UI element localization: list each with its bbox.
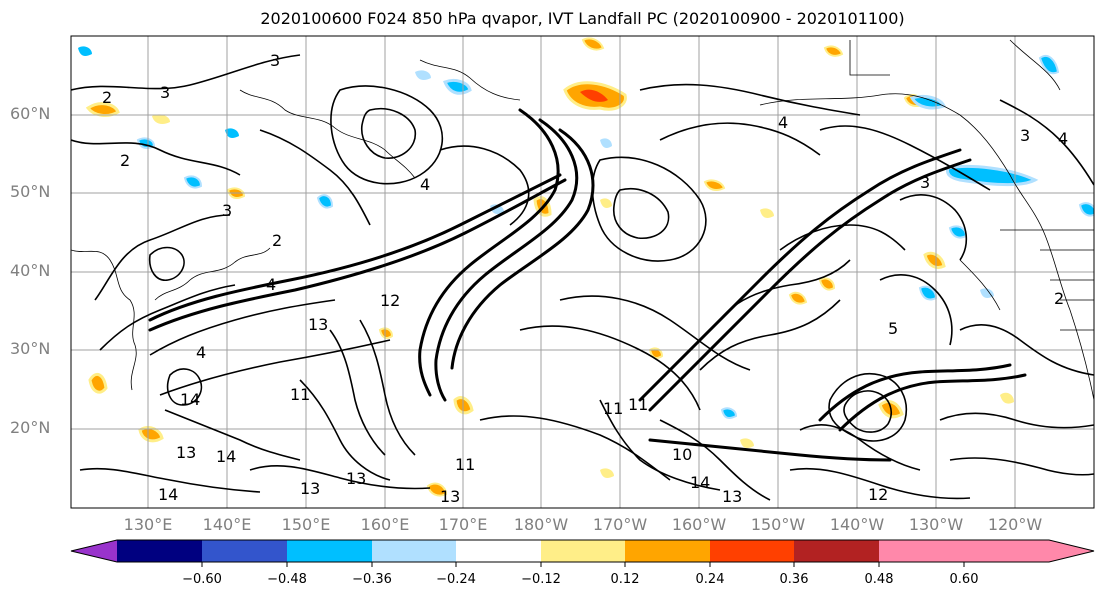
contour-label: 2 bbox=[120, 151, 130, 170]
contour-label: 2 bbox=[1054, 289, 1064, 308]
colorbar-tick-label: 0.60 bbox=[949, 572, 979, 587]
map-panel: 2 3 2 3 4 3 2 4 4 13 12 14 13 11 14 13 1… bbox=[71, 36, 1094, 508]
colorbar-outline bbox=[70, 539, 1095, 563]
contour-label: 4 bbox=[1058, 129, 1068, 148]
contour-label: 11 bbox=[603, 399, 623, 418]
lon-label-130e: 130°E bbox=[123, 515, 173, 534]
colorbar-segment bbox=[287, 540, 372, 562]
contour-label: 14 bbox=[158, 485, 178, 504]
colorbar-segment bbox=[456, 540, 541, 562]
lon-label-160e: 160°E bbox=[360, 515, 410, 534]
colorbar-segment bbox=[202, 540, 287, 562]
contour-label: 10 bbox=[672, 445, 692, 464]
contour-label: 3 bbox=[160, 83, 170, 102]
colorbar-tick-label: 0.24 bbox=[695, 572, 725, 587]
colorbar-tick-label: −0.60 bbox=[182, 572, 222, 587]
contour-label: 3 bbox=[270, 51, 280, 70]
contour-label: 13 bbox=[346, 469, 366, 488]
contour-label: 12 bbox=[868, 485, 888, 504]
lon-label-180w: 180°W bbox=[513, 515, 569, 534]
contour-label: 4 bbox=[778, 113, 788, 132]
colorbar-tick-label: 0.12 bbox=[610, 572, 640, 587]
lat-label-20n: 20°N bbox=[10, 418, 51, 437]
contour-label: 13 bbox=[440, 487, 460, 506]
colorbar-tick-label: −0.12 bbox=[521, 572, 561, 587]
contour-label: 11 bbox=[455, 455, 475, 474]
lat-label-30n: 30°N bbox=[10, 339, 51, 358]
colorbar-tick-label: −0.36 bbox=[352, 572, 392, 587]
contour-label: 12 bbox=[380, 291, 400, 310]
lat-label-60n: 60°N bbox=[10, 104, 51, 123]
colorbar-tick-label: 0.36 bbox=[779, 572, 809, 587]
colorbar-segment bbox=[710, 540, 794, 562]
colorbar-tick-label: 0.48 bbox=[864, 572, 894, 587]
colorbar-segment bbox=[794, 540, 879, 562]
map-frame bbox=[70, 35, 1095, 509]
lat-label-40n: 40°N bbox=[10, 261, 51, 280]
contour-label: 11 bbox=[628, 395, 648, 414]
colorbar bbox=[70, 539, 1095, 567]
page-title: 2020100600 F024 850 hPa qvapor, IVT Land… bbox=[260, 9, 905, 28]
contour-label: 4 bbox=[196, 343, 206, 362]
contour-label: 13 bbox=[308, 315, 328, 334]
contour-label: 13 bbox=[722, 487, 742, 506]
contour-label: 14 bbox=[216, 447, 236, 466]
colorbar-tick-label: −0.24 bbox=[436, 572, 476, 587]
lon-label-170e: 170°E bbox=[438, 515, 488, 534]
colorbar-segment bbox=[879, 540, 1094, 562]
colorbar-tick-label: −0.48 bbox=[267, 572, 307, 587]
lat-label-50n: 50°N bbox=[10, 182, 51, 201]
lon-label-150e: 150°E bbox=[281, 515, 331, 534]
contour-label: 14 bbox=[180, 390, 200, 409]
contour-label: 14 bbox=[690, 473, 710, 492]
lon-label-170w: 170°W bbox=[592, 515, 648, 534]
lon-label-130w: 130°W bbox=[908, 515, 964, 534]
lon-label-160w: 160°W bbox=[671, 515, 727, 534]
lon-label-140e: 140°E bbox=[202, 515, 252, 534]
lon-label-140w: 140°W bbox=[829, 515, 885, 534]
lon-label-150w: 150°W bbox=[750, 515, 806, 534]
colorbar-segment bbox=[71, 540, 117, 562]
contour-labels: 2 3 2 3 4 3 2 4 4 13 12 14 13 11 14 13 1… bbox=[102, 51, 1068, 506]
contour-label: 4 bbox=[266, 275, 276, 294]
coastlines bbox=[71, 39, 1094, 401]
colorbar-segment bbox=[117, 540, 202, 562]
map-gridlines bbox=[71, 36, 1094, 508]
ivt-contours bbox=[148, 108, 1027, 462]
colorbar-segment bbox=[372, 540, 456, 562]
contour-label: 5 bbox=[888, 319, 898, 338]
contour-label: 3 bbox=[1020, 126, 1030, 145]
contour-label: 11 bbox=[290, 385, 310, 404]
contour-label: 13 bbox=[176, 443, 196, 462]
contour-label: 3 bbox=[222, 201, 232, 220]
contour-label: 2 bbox=[272, 231, 282, 250]
contour-label: 2 bbox=[102, 88, 112, 107]
lon-label-120w: 120°W bbox=[987, 515, 1043, 534]
contour-label: 3 bbox=[920, 173, 930, 192]
contour-label: 4 bbox=[420, 175, 430, 194]
colorbar-segment bbox=[541, 540, 625, 562]
colorbar-segment bbox=[625, 540, 710, 562]
qvapor-contours bbox=[71, 54, 1094, 501]
contour-label: 13 bbox=[300, 479, 320, 498]
